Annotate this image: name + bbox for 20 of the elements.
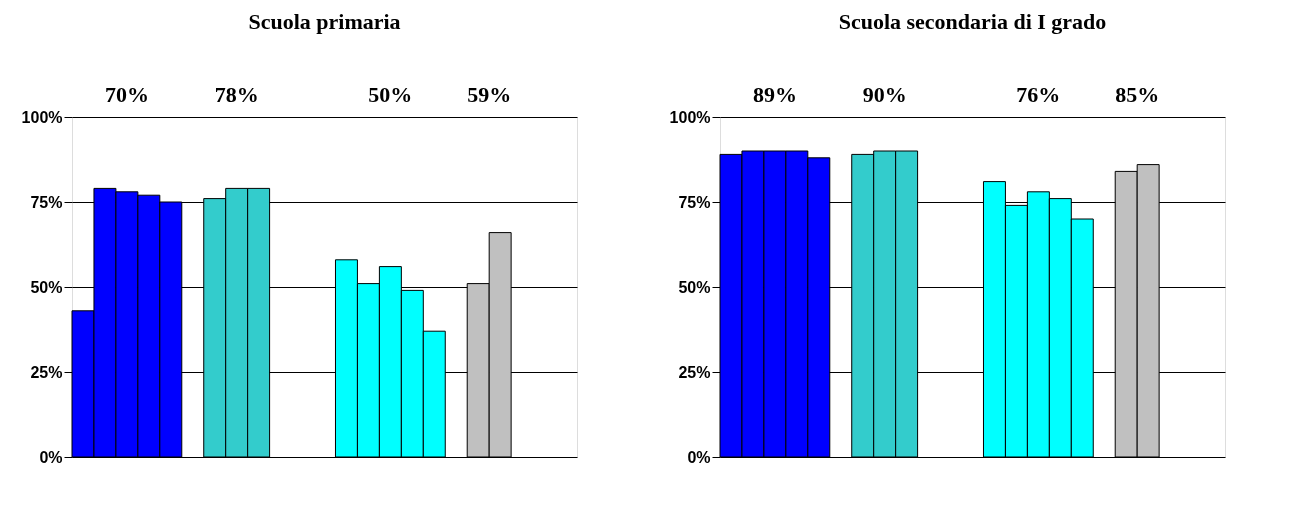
- y-tick-label: 50%: [678, 278, 711, 296]
- y-tick-label: 0%: [687, 448, 711, 466]
- text: 89%: [752, 82, 797, 107]
- text: 90%: [862, 82, 907, 107]
- chart-title: Scuola secondaria di I grado: [838, 9, 1107, 34]
- text: 78%: [214, 82, 259, 107]
- y-tick-label: 100%: [669, 108, 711, 126]
- y-tick-label: 25%: [678, 363, 711, 381]
- y-tick-label: 75%: [678, 193, 711, 211]
- y-tick-label: 0%: [39, 448, 63, 466]
- y-tick-label: 50%: [30, 278, 63, 296]
- text: 70%: [104, 82, 149, 107]
- text: 85%: [1115, 82, 1160, 107]
- text: 76%: [1016, 82, 1061, 107]
- chart-title: Scuola primaria: [248, 9, 401, 34]
- y-tick-label: 75%: [30, 193, 63, 211]
- y-tick-label: 25%: [30, 363, 63, 381]
- text: 59%: [467, 82, 512, 107]
- y-tick-label: 100%: [21, 108, 63, 126]
- text: 50%: [368, 82, 413, 107]
